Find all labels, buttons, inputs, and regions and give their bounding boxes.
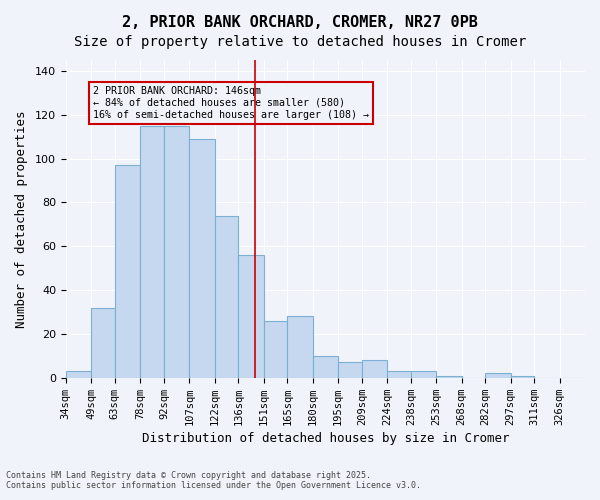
- Text: 2, PRIOR BANK ORCHARD, CROMER, NR27 0PB: 2, PRIOR BANK ORCHARD, CROMER, NR27 0PB: [122, 15, 478, 30]
- Bar: [91, 308, 115, 378]
- Bar: [511, 376, 534, 378]
- Bar: [215, 216, 238, 378]
- X-axis label: Distribution of detached houses by size in Cromer: Distribution of detached houses by size …: [142, 432, 509, 445]
- Bar: [66, 372, 91, 378]
- Text: Size of property relative to detached houses in Cromer: Size of property relative to detached ho…: [74, 35, 526, 49]
- Bar: [436, 376, 461, 378]
- Bar: [189, 139, 215, 378]
- Bar: [263, 321, 287, 378]
- Y-axis label: Number of detached properties: Number of detached properties: [15, 110, 28, 328]
- Bar: [387, 372, 411, 378]
- Bar: [313, 356, 338, 378]
- Bar: [115, 165, 140, 378]
- Bar: [140, 126, 164, 378]
- Bar: [411, 372, 436, 378]
- Bar: [485, 374, 511, 378]
- Bar: [362, 360, 387, 378]
- Text: 2 PRIOR BANK ORCHARD: 146sqm
← 84% of detached houses are smaller (580)
16% of s: 2 PRIOR BANK ORCHARD: 146sqm ← 84% of de…: [93, 86, 369, 120]
- Bar: [164, 126, 189, 378]
- Text: Contains HM Land Registry data © Crown copyright and database right 2025.
Contai: Contains HM Land Registry data © Crown c…: [6, 470, 421, 490]
- Bar: [287, 316, 313, 378]
- Bar: [338, 362, 362, 378]
- Bar: [238, 255, 263, 378]
